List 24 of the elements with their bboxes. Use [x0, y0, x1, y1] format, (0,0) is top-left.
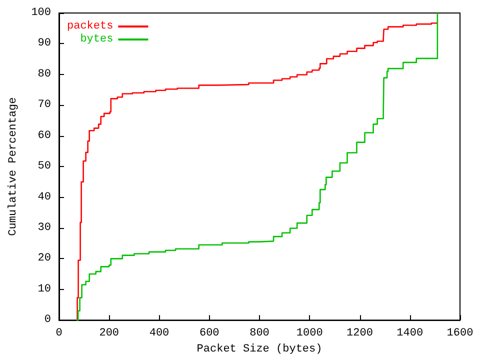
y-tick-label: 20 [38, 252, 51, 265]
x-tick-label: 0 [56, 328, 62, 340]
x-tick-label: 200 [99, 328, 120, 340]
legend-label: packets [66, 20, 114, 32]
x-tick-label: 1400 [396, 328, 424, 340]
y-tick-label: 60 [38, 130, 51, 142]
y-tick-label: 40 [38, 191, 51, 204]
x-tick-label: 1200 [346, 328, 373, 340]
y-tick-label: 100 [31, 7, 51, 19]
y-tick-label: 0 [44, 314, 51, 326]
x-tick-label: 1600 [446, 328, 474, 340]
x-axis-title: Packet Size (bytes) [196, 344, 322, 356]
y-tick-label: 90 [38, 38, 51, 50]
legend-label: bytes [80, 34, 114, 46]
x-tick-label: 1000 [296, 328, 323, 340]
y-axis-title: Cumulative Percentage [8, 97, 20, 236]
y-tick-label: 30 [38, 222, 51, 234]
x-tick-label: 800 [250, 328, 270, 340]
y-tick-label: 50 [38, 160, 51, 173]
y-tick-label: 10 [38, 283, 51, 296]
y-tick-label: 70 [38, 99, 51, 112]
y-tick-label: 80 [38, 68, 51, 80]
x-tick-label: 400 [149, 328, 170, 340]
x-tick-label: 600 [199, 328, 220, 340]
